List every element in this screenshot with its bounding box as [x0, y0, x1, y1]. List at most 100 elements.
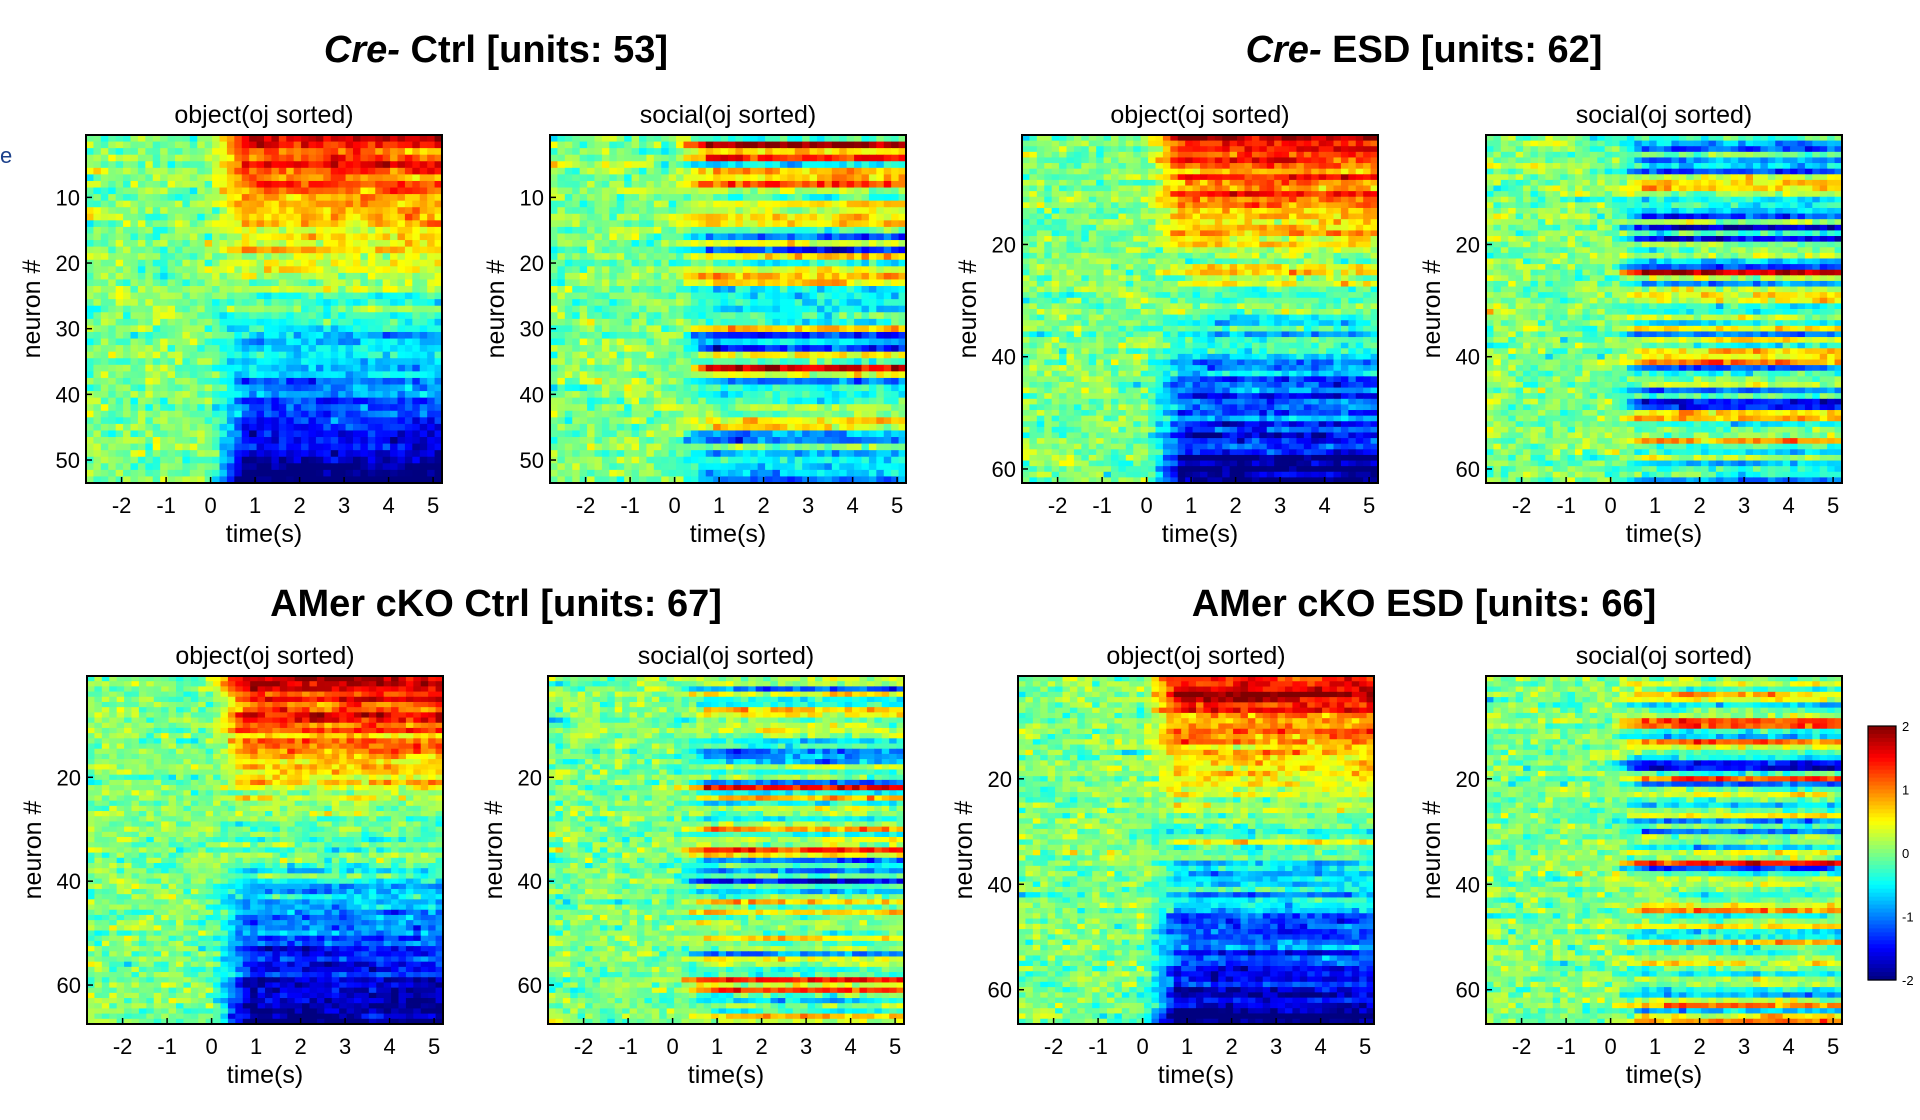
heatmap-cell: [234, 450, 242, 457]
heatmap-cell: [780, 142, 788, 149]
heatmap-cell: [264, 227, 272, 234]
heatmap-cell: [271, 444, 279, 451]
heatmap-cell: [773, 207, 781, 214]
heatmap-cell: [684, 358, 692, 365]
heatmap-cell: [572, 424, 580, 431]
heatmap-cell: [346, 168, 354, 175]
heatmap-cell: [884, 319, 892, 326]
heatmap-cell: [891, 174, 899, 181]
heatmap-cell: [550, 371, 558, 378]
heatmap-cell: [108, 148, 116, 155]
heatmap-cell: [632, 174, 640, 181]
heatmap-cell: [750, 168, 758, 175]
heatmap-cell: [706, 247, 714, 254]
heatmap-cell: [368, 266, 376, 273]
heatmap-cell: [854, 430, 862, 437]
heatmap-cell: [802, 155, 810, 162]
heatmap-cell: [220, 168, 228, 175]
heatmap-cell: [323, 135, 331, 142]
heatmap-cell: [817, 450, 825, 457]
heatmap-cell: [234, 233, 242, 240]
heatmap-cell: [802, 299, 810, 306]
heatmap-cell: [595, 417, 603, 424]
heatmap-cell: [698, 155, 706, 162]
heatmap-cell: [572, 411, 580, 418]
heatmap-cell: [839, 430, 847, 437]
heatmap-cell: [316, 391, 324, 398]
heatmap-cell: [758, 339, 766, 346]
heatmap-cell: [301, 273, 309, 280]
heatmap-cell: [264, 417, 272, 424]
heatmap-cell: [750, 332, 758, 339]
heatmap-cell: [212, 155, 220, 162]
heatmap-cell: [572, 293, 580, 300]
heatmap-cell: [398, 319, 406, 326]
heatmap-cell: [572, 207, 580, 214]
heatmap-cell: [824, 358, 832, 365]
heatmap-cell: [398, 201, 406, 208]
heatmap-cell: [182, 161, 190, 168]
heatmap-cell: [787, 430, 795, 437]
heatmap-cell: [220, 266, 228, 273]
heatmap-cell: [624, 161, 632, 168]
heatmap-cell: [412, 352, 420, 359]
heatmap-cell: [108, 424, 116, 431]
heatmap-cell: [862, 339, 870, 346]
heatmap-cell: [721, 312, 729, 319]
heatmap-cell: [735, 253, 743, 260]
heatmap-cell: [550, 148, 558, 155]
heatmap-cell: [839, 339, 847, 346]
heatmap-cell: [706, 279, 714, 286]
heatmap-cell: [832, 437, 840, 444]
heatmap-cell: [713, 181, 721, 188]
heatmap-cell: [617, 161, 625, 168]
heatmap-cell: [869, 135, 877, 142]
heatmap-cell: [876, 142, 884, 149]
heatmap-cell: [264, 306, 272, 313]
heatmap-cell: [346, 161, 354, 168]
heatmap-cell: [854, 293, 862, 300]
heatmap-cell: [427, 188, 435, 195]
heatmap-cell: [197, 161, 205, 168]
heatmap-cell: [331, 457, 339, 464]
heatmap-cell: [639, 201, 647, 208]
heatmap-cell: [138, 135, 146, 142]
heatmap-cell: [249, 293, 257, 300]
heatmap-cell: [123, 444, 131, 451]
heatmap-cell: [323, 312, 331, 319]
heatmap-cell: [331, 266, 339, 273]
heatmap-cell: [773, 201, 781, 208]
heatmap-cell: [676, 279, 684, 286]
heatmap-cell: [728, 260, 736, 267]
heatmap-cell: [160, 181, 168, 188]
heatmap-cell: [824, 444, 832, 451]
heatmap-cell: [654, 142, 662, 149]
heatmap-cell: [624, 233, 632, 240]
heatmap-cell: [242, 463, 250, 470]
heatmap-cell: [854, 161, 862, 168]
heatmap-cell: [624, 450, 632, 457]
heatmap-cell: [145, 470, 153, 477]
heatmap-cell: [839, 188, 847, 195]
heatmap-cell: [824, 391, 832, 398]
x-tick-label: 1: [249, 493, 261, 518]
heatmap-cell: [153, 227, 161, 234]
heatmap-cell: [420, 260, 428, 267]
heatmap-cell: [646, 398, 654, 405]
heatmap-cell: [145, 312, 153, 319]
heatmap-cell: [271, 201, 279, 208]
heatmap-cell: [602, 266, 610, 273]
heatmap-cell: [227, 279, 235, 286]
heatmap-cell: [698, 273, 706, 280]
heatmap-cell: [884, 325, 892, 332]
heatmap-cell: [854, 417, 862, 424]
heatmap-cell: [661, 319, 669, 326]
heatmap-cell: [661, 194, 669, 201]
heatmap-cell: [249, 214, 257, 221]
heatmap-cell: [294, 325, 302, 332]
heatmap-cell: [728, 385, 736, 392]
heatmap-cell: [750, 391, 758, 398]
heatmap-cell: [264, 450, 272, 457]
heatmap-cell: [854, 332, 862, 339]
heatmap-cell: [242, 457, 250, 464]
